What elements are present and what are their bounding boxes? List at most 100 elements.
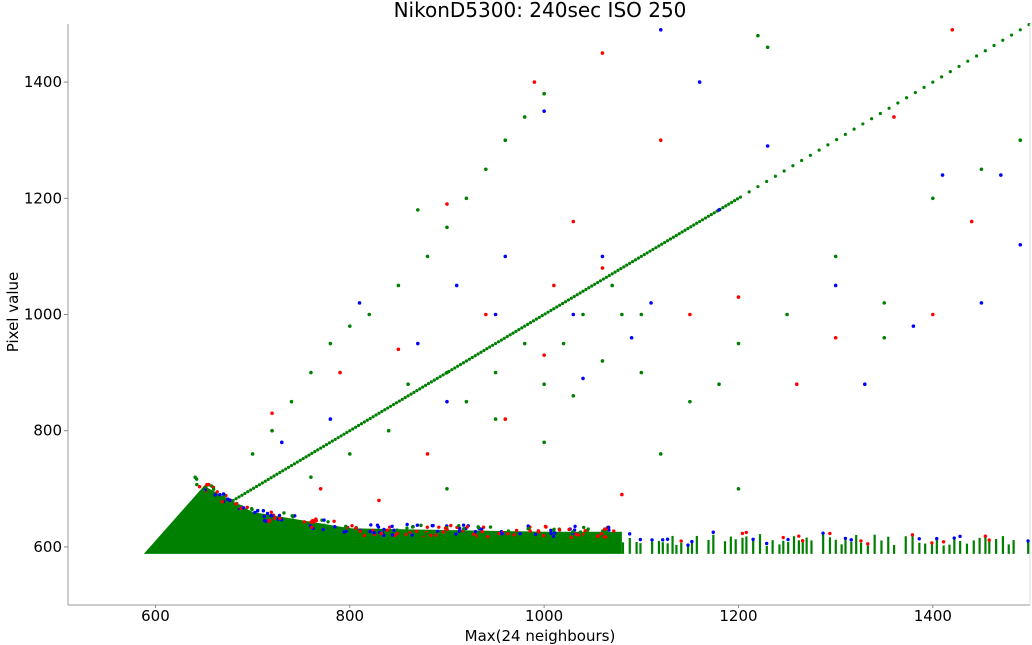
diagonal-point <box>488 345 492 349</box>
stripe-mark <box>918 542 921 554</box>
scatter-point <box>390 524 394 529</box>
scatter-point <box>201 489 206 493</box>
scatter-point <box>410 525 415 529</box>
scatter-point <box>553 531 557 535</box>
diagonal-point <box>409 392 413 396</box>
diagonal-point <box>362 420 366 424</box>
scatter-point <box>526 531 530 536</box>
scatter-point <box>434 533 438 537</box>
scatter-point-green <box>1018 138 1023 142</box>
scatter-point <box>583 533 587 537</box>
diagonal-point <box>432 378 436 382</box>
scatter-point <box>578 530 583 534</box>
diagonal-point <box>307 453 311 457</box>
diagonal-point <box>426 382 431 386</box>
diagonal-point <box>386 406 390 410</box>
scatter-point-green <box>542 382 546 387</box>
scatter-point-green <box>979 167 984 172</box>
scatter-point-green <box>542 91 546 96</box>
scatter-point <box>250 507 254 512</box>
stripe-mark <box>695 535 698 554</box>
scatter-point-red <box>688 312 692 317</box>
diagonal-point <box>394 401 399 405</box>
diagonal-point <box>391 402 396 407</box>
diagonal-point <box>633 258 638 262</box>
scatter-point <box>332 519 336 524</box>
scatter-point <box>342 530 346 534</box>
scatter-point <box>398 531 402 535</box>
scatter-point <box>421 533 425 537</box>
scatter-point <box>610 532 615 536</box>
scatter-point-blue <box>581 376 585 381</box>
diagonal-point <box>368 416 372 421</box>
diagonal-point <box>461 361 466 365</box>
scatter-point-red <box>503 417 508 421</box>
diagonal-point <box>695 221 699 225</box>
diagonal-point <box>738 195 743 199</box>
diagonal-point <box>354 425 358 429</box>
stripe-mark <box>930 543 934 554</box>
scatter-point-red <box>833 335 838 340</box>
scatter-point-green <box>328 341 333 346</box>
stripe-mark <box>834 539 837 554</box>
scatter-point <box>917 537 921 541</box>
diagonal-point <box>493 341 498 346</box>
scatter-point <box>372 530 376 535</box>
diagonal-point <box>316 448 320 452</box>
scatter-point <box>541 533 546 538</box>
scatter-point-green <box>493 370 498 375</box>
scatter-point <box>253 510 257 515</box>
scatter-point <box>544 525 548 529</box>
stripe-mark <box>797 540 800 554</box>
scatter-point-blue <box>493 312 498 317</box>
diagonal-point <box>756 185 760 189</box>
scatter-point-green <box>503 138 508 142</box>
diagonal-point <box>397 399 401 403</box>
diagonal-point <box>642 253 646 257</box>
scatter-point <box>843 536 848 541</box>
diagonal-point <box>765 179 769 184</box>
diagonal-point <box>566 298 571 302</box>
diagonal-point <box>700 218 705 222</box>
diagonal-point <box>345 430 349 435</box>
stripe-mark <box>1007 544 1010 554</box>
scatter-point <box>502 534 506 539</box>
scatter-point <box>536 529 541 533</box>
scatter-point-green <box>250 452 255 456</box>
diagonal-point <box>254 484 259 489</box>
diagonal-point <box>438 375 442 379</box>
stripe-mark <box>844 540 847 554</box>
scatter-point <box>430 523 434 528</box>
diagonal-point <box>389 404 393 408</box>
diagonal-point <box>692 223 696 227</box>
scatter-point <box>425 532 429 536</box>
scatter-point-green <box>600 359 605 363</box>
scatter-point-green <box>756 33 760 38</box>
diagonal-point <box>724 204 728 208</box>
axes: 600 800 1000 1200 1400 600 800 1000 1200 1400 <box>24 24 1031 625</box>
diagonal-point <box>674 233 678 238</box>
diagonal-point <box>782 169 786 173</box>
scatter-point-blue <box>649 301 653 305</box>
stripe-mark <box>855 534 858 554</box>
scatter-point-green <box>882 301 887 305</box>
scatter-point <box>415 523 420 527</box>
diagonal-point <box>450 368 454 372</box>
scatter-point-green <box>542 440 546 445</box>
scatter-point-red <box>658 138 663 142</box>
scatter-point <box>551 528 556 532</box>
scatter-point-blue <box>863 382 867 387</box>
scatter-point <box>567 527 571 532</box>
diagonal-point <box>546 310 550 314</box>
diagonal-point <box>251 486 256 490</box>
diagonal-point <box>607 273 611 278</box>
scatter-point <box>304 525 308 529</box>
diagonal-point <box>584 287 588 292</box>
scatter-point <box>800 539 805 543</box>
diagonal-point <box>479 350 483 354</box>
scatter-point-blue <box>1018 242 1023 247</box>
diagonal-point <box>295 460 299 464</box>
scatter-point <box>477 534 481 538</box>
scatter-point-green <box>309 475 313 479</box>
scatter-point <box>221 492 226 496</box>
